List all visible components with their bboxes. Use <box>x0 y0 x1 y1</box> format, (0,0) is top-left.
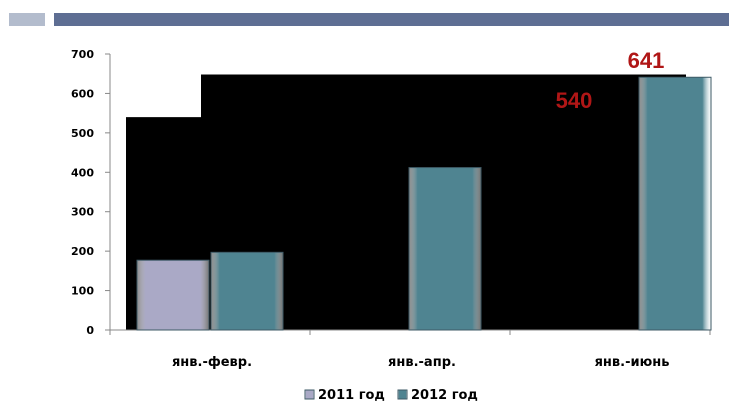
y-tick-label: 400 <box>71 166 94 179</box>
chart-labels: янв.-февр. янв.-апр. янв.-июнь 641 540 <box>172 48 669 370</box>
bar-2011-0 <box>136 259 210 331</box>
legend-swatch-1 <box>397 389 408 400</box>
value-annotation-641: 641 <box>628 48 665 73</box>
y-tick-label: 100 <box>71 285 94 298</box>
legend-label-1: 2012 год <box>411 388 478 403</box>
header-accent-small <box>9 13 45 26</box>
x-category-label: янв.-июнь <box>595 355 670 370</box>
bar-2012-2 <box>638 76 712 331</box>
y-tick-label: 700 <box>71 48 94 61</box>
y-tick-label: 200 <box>71 245 94 258</box>
chart-legend: 2011 год 2012 год <box>304 388 478 403</box>
y-tick-label: 600 <box>71 87 94 100</box>
y-tick-label: 0 <box>86 324 94 337</box>
chart-bars <box>136 76 712 331</box>
legend-label-0: 2011 год <box>318 388 385 403</box>
y-tick-label: 300 <box>71 206 94 219</box>
value-annotation-540: 540 <box>556 88 593 113</box>
x-category-label: янв.-апр. <box>388 355 456 370</box>
header-accent-bar <box>54 13 729 26</box>
y-tick-label: 500 <box>71 127 94 140</box>
x-category-label: янв.-февр. <box>172 355 252 370</box>
background-shape <box>126 74 686 330</box>
bar-2012-0 <box>210 251 284 331</box>
bar-2012-1 <box>408 167 482 331</box>
chart-axes: 0 100 200 300 400 500 600 700 <box>71 48 711 337</box>
chart-background-shape <box>126 74 686 330</box>
legend-swatch-0 <box>304 389 315 400</box>
